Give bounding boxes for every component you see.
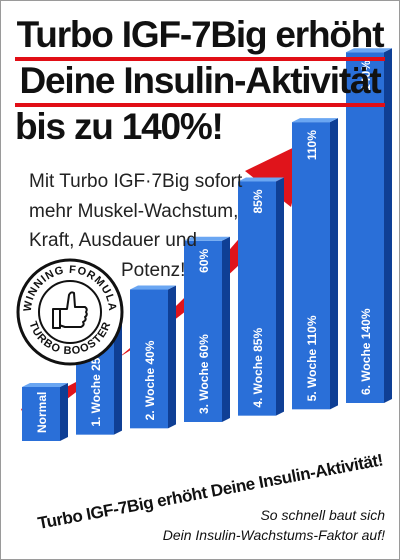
subtext-line-3: Kraft, Ausdauer und [29, 230, 197, 251]
bar-5: 4. Woche 85% 85% [238, 177, 284, 416]
footer-line-1: So schnell baut sich [260, 507, 385, 523]
headline-line-1: Turbo IGF-7Big erhöht [16, 14, 385, 55]
bar-side-6 [330, 118, 338, 410]
bar-side-3 [168, 285, 176, 429]
bar-front-6 [292, 122, 330, 410]
bar-category-label-5: 4. Woche 85% [251, 328, 265, 408]
thumbs-up-icon [52, 291, 88, 329]
bar-side-5 [276, 177, 284, 416]
headline-line-3: bis zu 140%! [15, 106, 224, 147]
bar-side-7 [384, 48, 392, 403]
bar-category-label-3: 2. Woche 40% [143, 340, 157, 420]
headline-line-2: Deine Insulin-Aktivität [19, 60, 382, 101]
bar-front-7 [346, 52, 384, 403]
bar-front-4 [184, 240, 222, 422]
bar-category-label-7: 6. Woche 140% [359, 308, 373, 395]
bar-top-1 [22, 383, 68, 387]
bar-top-3 [130, 285, 176, 290]
bar-1: Normal [22, 383, 68, 441]
bar-value-label-7: 140% [359, 60, 373, 91]
bar-6: 5. Woche 110% 110% [292, 118, 338, 410]
bar-front-3 [130, 289, 168, 429]
subtext-line-1: Mit Turbo IGF·7Big sofort [29, 171, 243, 192]
winning-formula-badge: WINNING FORMULA TURBO BOOSTER [16, 258, 124, 366]
footer-line-2: Dein Insulin-Wachstums-Faktor auf! [162, 527, 385, 543]
bar-value-label-5: 85% [251, 189, 265, 213]
bar-7: 6. Woche 140% 140% [346, 48, 392, 403]
bar-top-5 [238, 177, 284, 182]
headline-underline-2 [15, 103, 385, 107]
bar-front-5 [238, 181, 276, 416]
bar-value-label-6: 110% [305, 130, 319, 160]
subtext-line-4: Potenz! [121, 260, 186, 281]
subtext-line-2: mehr Muskel-Wachstum, [29, 201, 239, 222]
bar-category-label-1: Normal [35, 392, 49, 433]
bar-side-4 [222, 236, 230, 422]
bar-side-1 [60, 383, 68, 441]
bar-top-4 [184, 236, 230, 241]
trend-arrow-head [245, 141, 307, 207]
bar-side-2 [114, 323, 122, 435]
bar-3: 2. Woche 40% [130, 285, 176, 429]
bar-category-label-6: 5. Woche 110% [305, 315, 319, 401]
bar-category-label-2: 1. Woche 25% [89, 347, 103, 427]
bar-front-1 [22, 387, 60, 441]
bar-value-label-4: 60% [197, 248, 211, 272]
bar-4: 3. Woche 60% 60% [184, 236, 230, 422]
bar-top-7 [346, 48, 392, 53]
bar-top-6 [292, 118, 338, 123]
headline-underline-1 [15, 57, 385, 61]
bar-category-label-4: 3. Woche 60% [197, 334, 211, 414]
